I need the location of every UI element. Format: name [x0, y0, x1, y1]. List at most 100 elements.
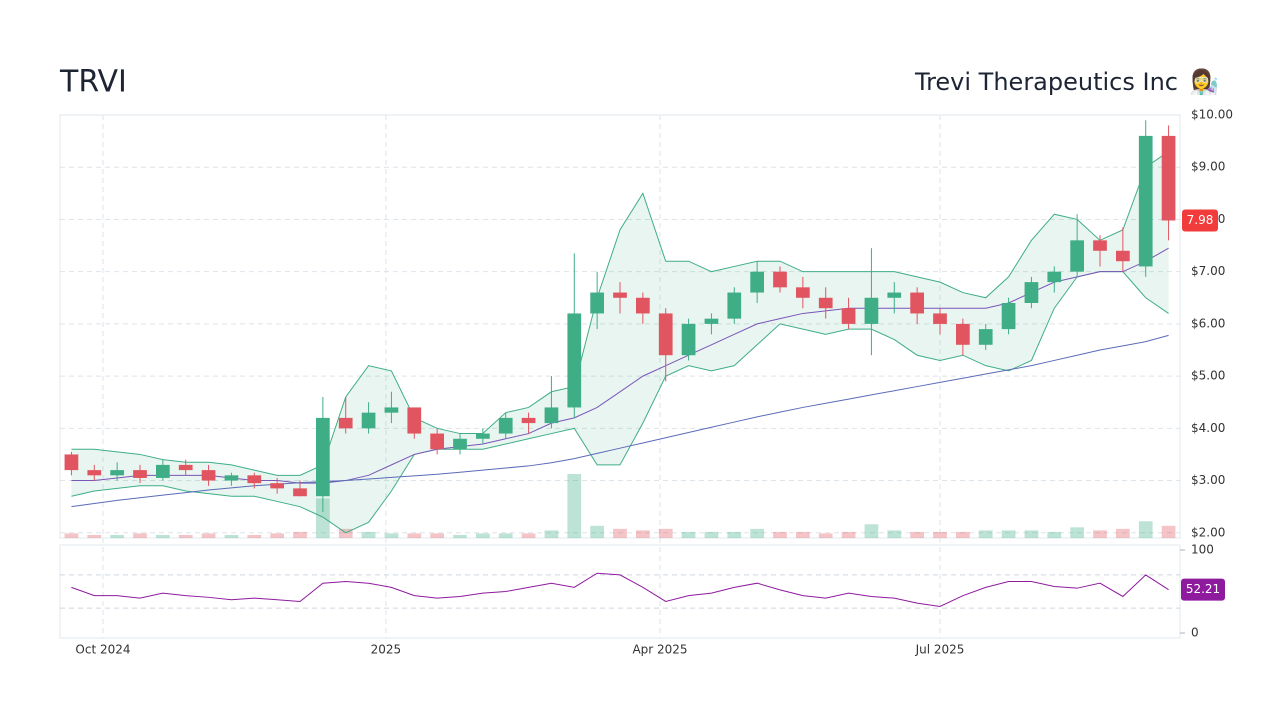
x-tick-label: Apr 2025 [632, 643, 687, 657]
volume-bar [498, 533, 513, 538]
volume-bar [590, 525, 604, 538]
volume-bar [361, 531, 376, 538]
volume-bar [156, 534, 170, 538]
y-tick-label: $5.00 [1191, 369, 1225, 383]
volume-bar [773, 531, 787, 538]
candle-body [1138, 135, 1153, 267]
rsi-badge [1181, 578, 1225, 601]
candle-body [498, 417, 513, 434]
y-tick-label: $3.00 [1191, 473, 1225, 487]
candle-body [1001, 303, 1016, 330]
volume-bar [567, 474, 582, 538]
x-tick-label: Oct 2024 [75, 643, 130, 657]
candle-body [361, 412, 376, 429]
volume-bar [521, 533, 536, 538]
candle-body [224, 475, 239, 481]
candle-body [178, 464, 193, 471]
candle-body [590, 292, 604, 314]
candle-body [430, 433, 444, 450]
volume-bar [704, 531, 719, 538]
y-tick-label: $2.00 [1191, 525, 1225, 539]
candle-body [567, 313, 582, 408]
candle-body [453, 438, 467, 450]
volume-bar [384, 533, 399, 538]
volume-bar [544, 530, 559, 538]
candle-body [316, 417, 330, 497]
volume-bar [133, 533, 147, 538]
candle-body [156, 464, 170, 478]
x-tick-label: Jul 2025 [915, 643, 965, 657]
volume-bar [1047, 531, 1062, 538]
volume-bar [293, 531, 307, 538]
volume-bar [270, 533, 284, 538]
ticker: TRVI [59, 65, 127, 100]
volume-bar [910, 531, 924, 538]
volume-bar [681, 531, 696, 538]
candle-body [521, 417, 536, 424]
candle-body [384, 407, 399, 413]
volume-bar [1024, 530, 1039, 538]
volume-bar [933, 531, 947, 538]
y-tick-label: $7.00 [1191, 264, 1225, 278]
y-tick-label: 100 [1191, 542, 1214, 556]
candle-body [110, 470, 124, 476]
y-tick-label: $10.00 [1191, 108, 1233, 122]
volume-bar [978, 530, 993, 538]
candle-body [407, 407, 422, 434]
volume-bar [224, 534, 239, 538]
volume-bar [407, 533, 422, 538]
volume-bar [750, 528, 764, 538]
volume-bar [864, 524, 879, 538]
volume-bar [87, 534, 102, 538]
y-tick-label: 0 [1191, 626, 1199, 640]
band-upper [71, 151, 1169, 476]
candle-body [247, 475, 262, 484]
candle-body [704, 318, 719, 324]
volume-bar [316, 498, 330, 538]
candle-body [1047, 271, 1062, 283]
rsi-line [71, 572, 1169, 607]
candle-body [87, 470, 102, 476]
candle-body [1070, 240, 1084, 272]
candle-body [64, 454, 79, 471]
candle-body [636, 297, 650, 314]
volume-bar [796, 531, 810, 538]
volume-bar [1138, 521, 1153, 538]
volume-bar [1093, 530, 1107, 538]
volume-bar [338, 528, 353, 538]
candle-body [956, 323, 970, 345]
candle-body [544, 407, 559, 424]
y-tick-label: $9.00 [1191, 160, 1225, 174]
candle-body [796, 287, 810, 298]
candle-body [864, 297, 879, 324]
candle-body [750, 271, 764, 293]
candle-body [978, 329, 993, 345]
volume-bar [476, 533, 490, 538]
volume-bar [636, 530, 650, 538]
volume-bar [1070, 527, 1084, 538]
rsi-frame [59, 544, 1181, 639]
volume-bar [841, 531, 856, 538]
icon: 👩‍🔬 [1189, 68, 1219, 96]
company-name: Trevi Therapeutics Inc [914, 68, 1178, 96]
candle-body [270, 483, 284, 489]
candle-body [773, 271, 787, 288]
volume-bar [178, 534, 193, 538]
y-tick-label: $6.00 [1191, 316, 1225, 330]
candle-body [293, 488, 307, 497]
candle-body [613, 292, 627, 298]
candle-body [338, 417, 353, 429]
rsi-last: 52.21 [1186, 582, 1220, 596]
candle-body [1093, 240, 1107, 251]
volume-bar [64, 533, 79, 538]
y-tick-label: $4.00 [1191, 421, 1225, 435]
x-tick-label: 2025 [371, 643, 402, 657]
volume-bar [727, 531, 742, 538]
volume-bar [1116, 528, 1130, 538]
candle-body [841, 308, 856, 324]
volume-bar [201, 533, 216, 538]
volume-bar [658, 528, 673, 538]
volume-bar [1001, 530, 1016, 538]
band-lower [71, 271, 1169, 534]
candle-body [1161, 135, 1176, 221]
